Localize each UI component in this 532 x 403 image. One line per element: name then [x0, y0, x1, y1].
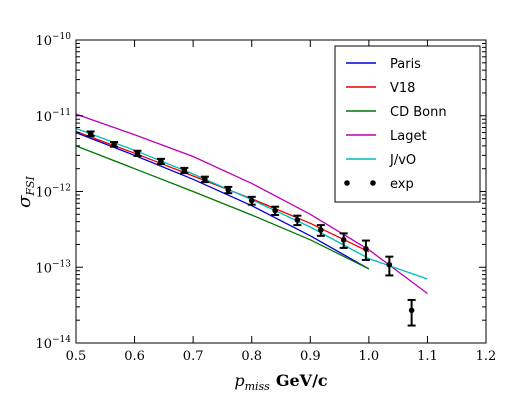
y-tick-labels: 10−14 10−13 10−12 10−11 10−10: [35, 32, 71, 352]
x-tick-label: 0.7: [183, 349, 204, 364]
legend-swatch-point: [344, 180, 350, 186]
exp-marker: [248, 197, 255, 204]
exp-point: [224, 185, 233, 195]
x-tick-label: 1.1: [417, 349, 438, 364]
y-tick-label: 10−14: [35, 335, 71, 352]
exp-marker: [225, 187, 232, 193]
exp-point: [133, 149, 142, 157]
exp-marker: [294, 217, 301, 223]
exp-marker: [408, 307, 415, 314]
series-line-cd-bonn: [75, 145, 370, 270]
exp-marker: [386, 261, 393, 268]
legend-label: CD Bonn: [390, 105, 447, 120]
exp-marker: [181, 167, 188, 174]
x-tick-label: 0.5: [66, 349, 87, 364]
y-tick-label: 10−12: [35, 184, 71, 201]
legend-label: Laget: [390, 129, 427, 144]
exp-point: [339, 232, 348, 249]
legend-item: J/vO: [346, 153, 416, 168]
series-line-laget: [75, 113, 428, 295]
exp-point: [180, 166, 189, 175]
legend-label: J/vO: [389, 153, 416, 168]
exp-marker: [134, 150, 141, 157]
exp-marker: [318, 227, 324, 233]
x-axis-unit: GeV/c: [276, 371, 328, 390]
exp-point: [200, 175, 209, 184]
series-layer: [75, 113, 428, 295]
exp-marker: [202, 176, 208, 183]
exp-point: [385, 255, 394, 277]
exp-point: [293, 214, 302, 227]
legend-label: V18: [390, 81, 415, 96]
exp-point: [316, 224, 325, 237]
series-line-paris: [75, 131, 370, 270]
exp-points-layer: [86, 130, 416, 327]
x-tick-label: 0.6: [124, 349, 145, 364]
legend-box: [334, 45, 481, 203]
legend-item: Laget: [346, 129, 427, 144]
x-axis-var: p: [234, 371, 244, 390]
exp-point: [156, 157, 165, 166]
legend-label: exp: [390, 177, 414, 192]
legend-item: V18: [346, 81, 415, 96]
exp-marker: [111, 141, 117, 148]
exp-point: [271, 205, 280, 216]
ticks-layer: [75, 39, 487, 344]
exp-point: [247, 195, 256, 206]
legend-swatch-point: [370, 180, 376, 186]
exp-marker: [158, 158, 164, 165]
y-axis-sub: FSI: [24, 175, 37, 196]
legend-item: exp: [344, 177, 414, 192]
x-tick-label: 1.2: [476, 349, 497, 364]
legend: Paris V18 CD Bonn Laget J/vO exp: [334, 45, 481, 203]
y-axis-title: σFSI: [14, 175, 37, 207]
exp-point: [86, 130, 95, 138]
legend-item: Paris: [346, 57, 421, 72]
x-tick-label: 0.9: [300, 349, 321, 364]
x-tick-labels: 0.5 0.6 0.7 0.8 0.9 1.0 1.1 1.2: [66, 349, 497, 364]
exp-marker: [340, 237, 347, 243]
legend-items: Paris V18 CD Bonn Laget J/vO exp: [344, 57, 447, 192]
exp-marker: [272, 207, 278, 214]
x-tick-label: 0.8: [241, 349, 262, 364]
x-axis-title: pmiss GeV/c: [234, 371, 328, 393]
exp-marker: [87, 130, 94, 137]
exp-point: [407, 298, 416, 327]
x-axis-sub: miss: [245, 380, 271, 393]
exp-marker: [363, 246, 369, 252]
y-tick-label: 10−10: [35, 32, 71, 49]
y-axis-var: σ: [14, 195, 35, 208]
x-tick-label: 1.0: [359, 349, 380, 364]
y-tick-label: 10−13: [35, 259, 71, 276]
legend-item: CD Bonn: [346, 105, 447, 120]
legend-label: Paris: [390, 57, 421, 72]
exp-point: [361, 239, 370, 261]
exp-point: [110, 141, 119, 148]
y-tick-label: 10−11: [35, 108, 71, 125]
